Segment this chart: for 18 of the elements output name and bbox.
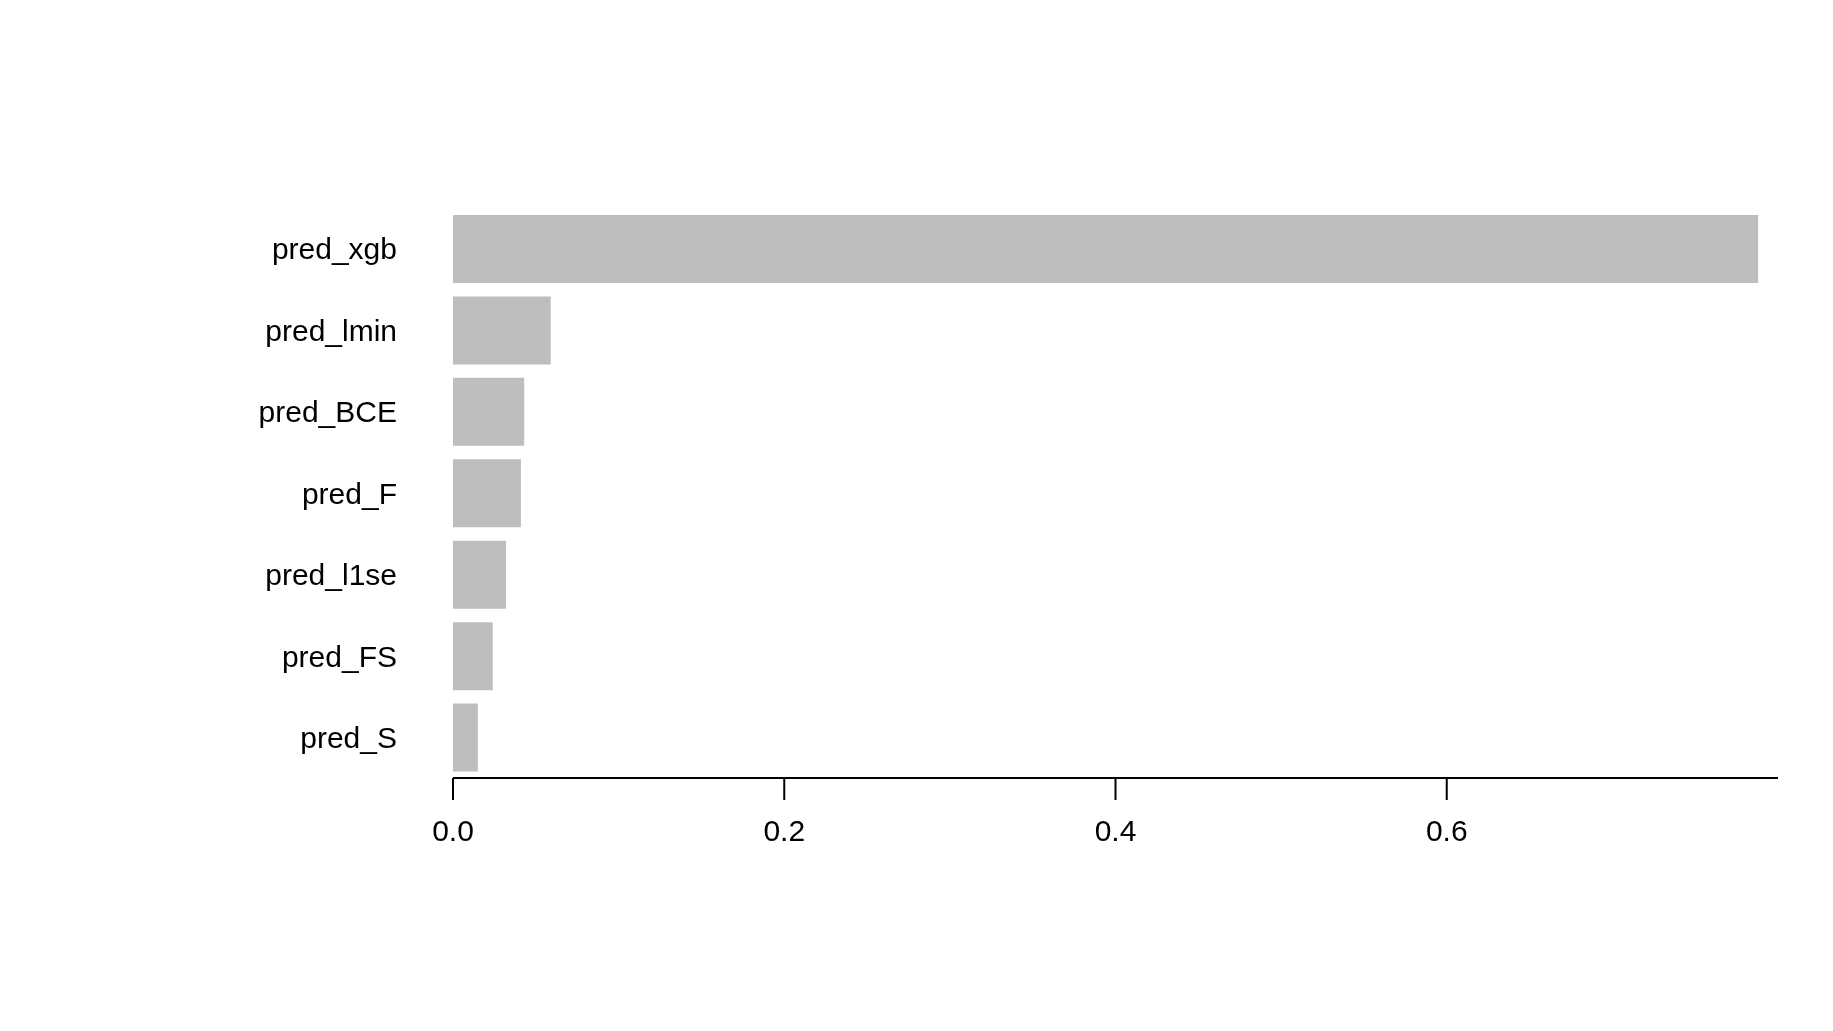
bar — [453, 215, 1759, 283]
bar — [453, 540, 506, 609]
y-tick-label: pred_lmin — [265, 313, 397, 347]
y-tick-label: pred_FS — [281, 639, 397, 673]
x-tick-label: 0.0 — [432, 814, 474, 848]
x-tick-label: 0.4 — [1094, 814, 1137, 848]
bar — [453, 377, 525, 446]
y-tick-label: pred_l1se — [265, 558, 397, 592]
y-tick-label: pred_BCE — [258, 395, 397, 429]
y-tick-label: pred_S — [300, 720, 397, 754]
x-tick-label: 0.6 — [1425, 814, 1468, 848]
y-tick-label: pred_F — [301, 476, 397, 510]
bar — [453, 622, 493, 691]
y-tick-label: pred_xgb — [271, 232, 397, 266]
x-tick-label: 0.2 — [763, 814, 806, 848]
bar — [453, 703, 478, 772]
bar — [453, 296, 551, 365]
bar — [453, 459, 521, 528]
